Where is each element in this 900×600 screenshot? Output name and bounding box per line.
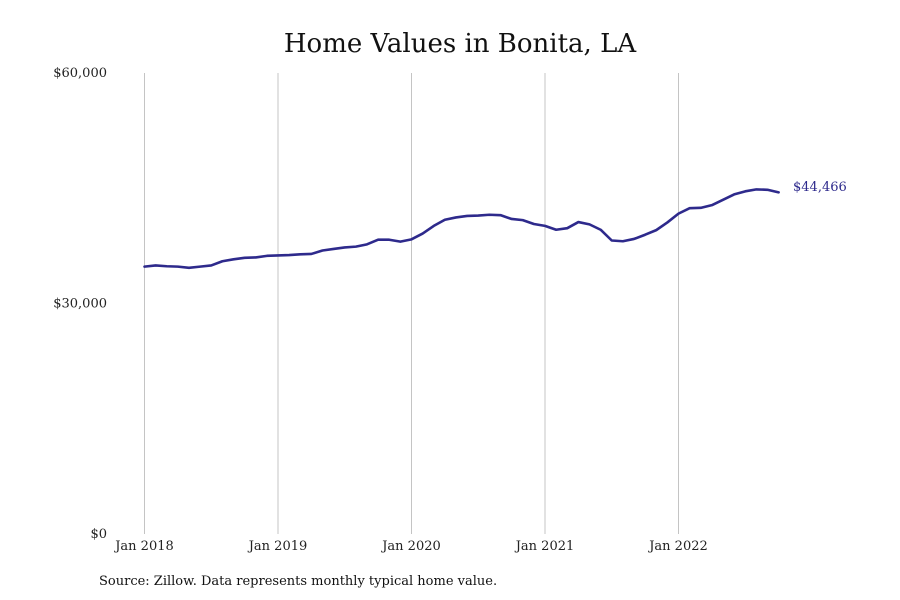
series-layer [143,188,780,270]
y-tick-label: $0 [90,527,107,542]
x-axis-tick-labels: Jan 2018 Jan 2019 Jan 2020 Jan 2021 Jan 2022 [113,539,708,554]
x-tick-label: Jan 2018 [113,539,174,554]
chart-title: Home Values in Bonita, LA [284,29,637,59]
y-tick-label: $60,000 [53,66,107,81]
y-tick-label: $30,000 [53,297,107,312]
y-axis-tick-labels: $0 $30,000 $60,000 [53,66,107,542]
x-tick-label: Jan 2019 [247,539,308,554]
vertical-gridlines [144,73,679,534]
series-line-0 [143,188,780,270]
source-note: Source: Zillow. Data represents monthly … [99,574,497,589]
x-tick-label: Jan 2020 [380,539,441,554]
last-value-label: $44,466 [793,180,847,195]
x-tick-label: Jan 2022 [647,539,708,554]
x-tick-label: Jan 2021 [514,539,575,554]
